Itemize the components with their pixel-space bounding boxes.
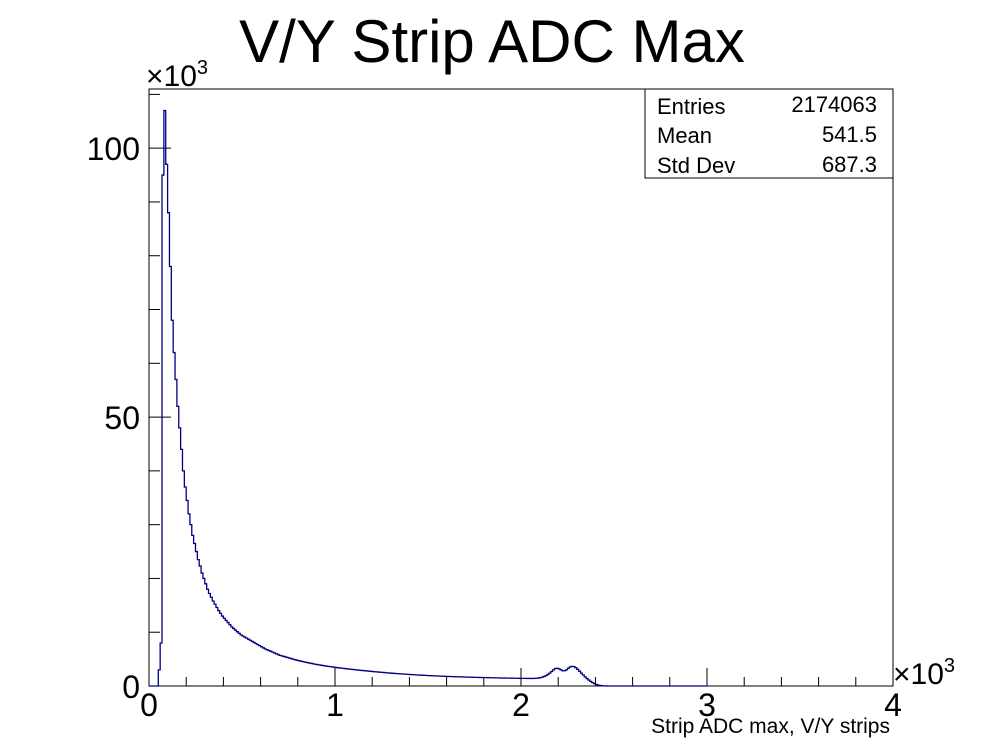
x-axis-multiplier: ×103 [893, 655, 955, 691]
y-tick-label: 100 [87, 131, 140, 167]
y-tick-label: 0 [122, 669, 140, 705]
histogram-series-line [149, 109, 707, 687]
stats-entries-value: 2174063 [791, 92, 877, 117]
y-multiplier-exponent: 3 [197, 57, 208, 79]
stats-mean-label: Mean [657, 123, 712, 148]
stats-box: Entries 2174063 Mean 541.5 Std Dev 687.3 [644, 88, 894, 179]
stats-stddev-label: Std Dev [657, 153, 735, 178]
x-tick-label: 1 [326, 687, 344, 723]
stats-entries-label: Entries [657, 94, 725, 119]
x-tick-label: 4 [884, 687, 902, 723]
x-axis-ticks [148, 668, 894, 686]
x-multiplier-base: ×10 [893, 658, 944, 691]
x-tick-label: 0 [140, 687, 158, 723]
x-tick-label: 3 [698, 687, 716, 723]
stats-box-frame [644, 88, 894, 179]
y-axis-multiplier: ×103 [146, 57, 208, 93]
x-axis-tick-labels: 0 1 2 3 4 [140, 687, 902, 723]
stats-mean-value: 541.5 [822, 122, 877, 147]
x-tick-label: 2 [512, 687, 530, 723]
y-axis-tick-labels: 0 50 100 [87, 131, 140, 705]
chart-title: V/Y Strip ADC Max [239, 8, 745, 75]
x-axis-label: Strip ADC max, V/Y strips [651, 715, 890, 738]
stats-stddev-value: 687.3 [822, 152, 877, 177]
x-multiplier-exponent: 3 [944, 655, 955, 677]
y-multiplier-base: ×10 [146, 60, 197, 93]
y-tick-label: 50 [104, 400, 140, 436]
y-axis-ticks [149, 93, 171, 687]
